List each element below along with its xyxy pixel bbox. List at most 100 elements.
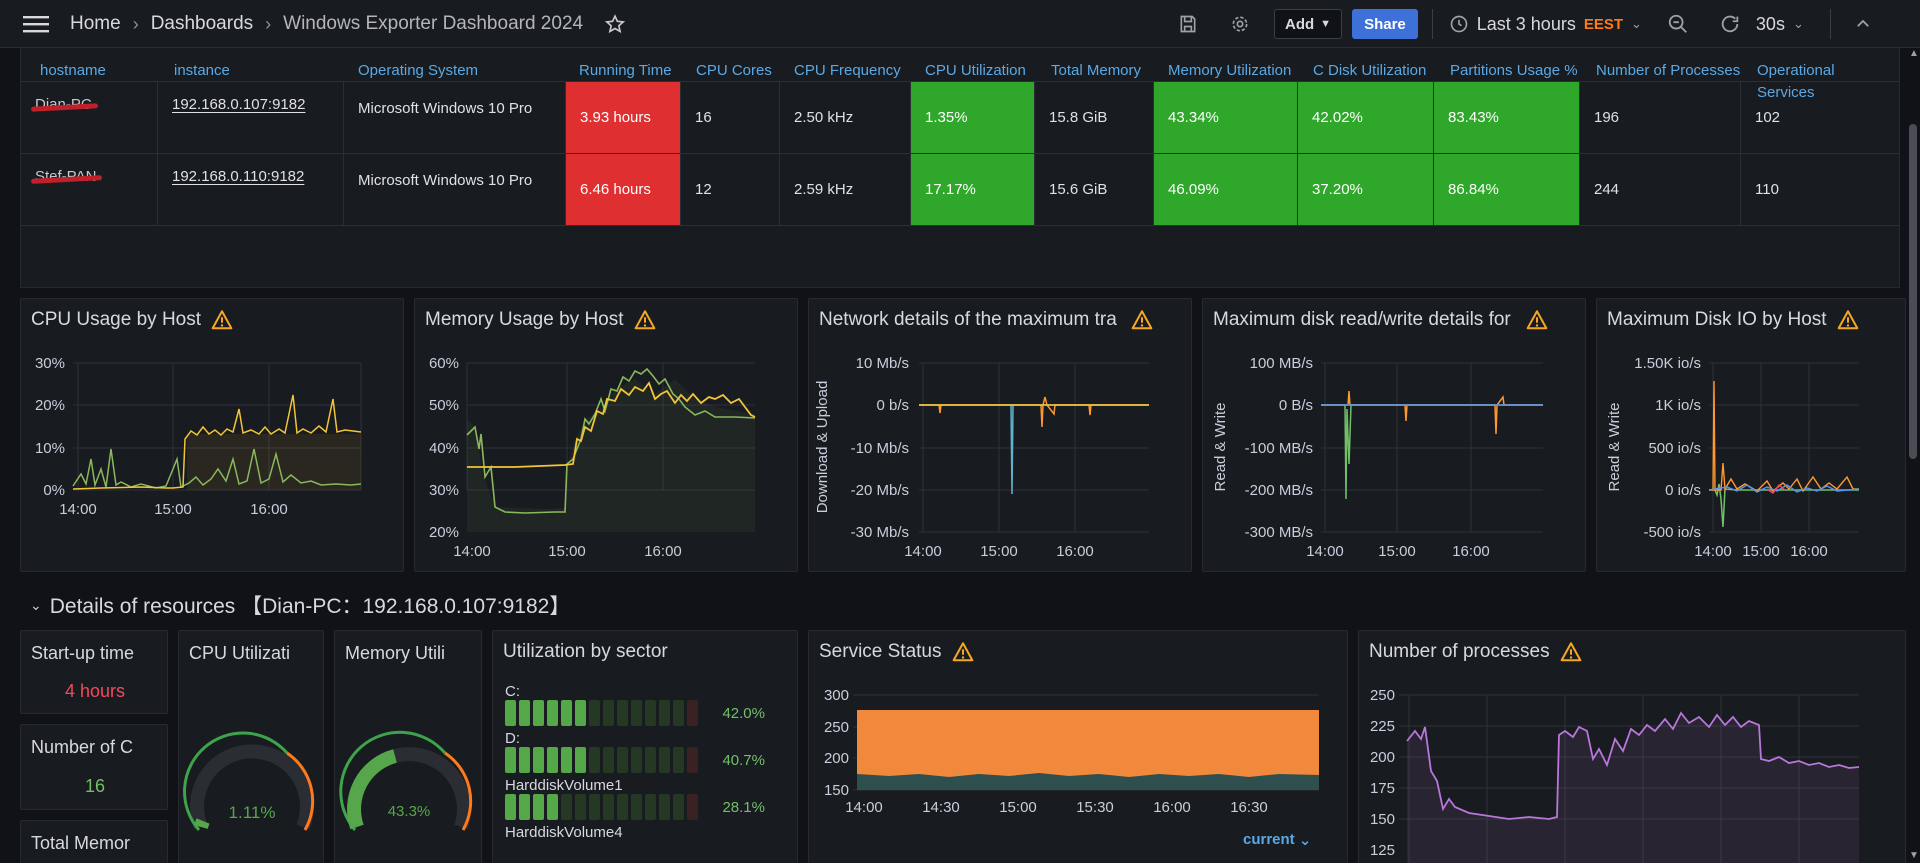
y-tick: 50% xyxy=(429,397,459,414)
bar-segment xyxy=(631,747,642,773)
bar-segment xyxy=(687,794,698,820)
chevron-up-icon[interactable] xyxy=(1845,6,1881,42)
panel-title-text: Maximum disk read/write details for xyxy=(1213,309,1511,330)
panel-title-text: Memory Usage by Host xyxy=(425,309,624,330)
sector-item: HarddiskVolume4 xyxy=(505,824,785,841)
stat-value: 16 xyxy=(84,776,106,796)
x-tick: 16:00 xyxy=(644,543,682,560)
table-cell: 1.35% xyxy=(910,82,1034,153)
scroll-up-arrow-icon[interactable]: ▲ xyxy=(1909,48,1919,59)
bar-segment xyxy=(631,794,642,820)
gauge-threshold-green xyxy=(183,731,289,831)
page-scrollbar[interactable]: ▲ ▼ xyxy=(1906,48,1920,863)
column-header[interactable]: hostname xyxy=(40,62,106,79)
y-tick: 30% xyxy=(429,482,459,499)
column-header[interactable]: instance xyxy=(174,62,230,79)
series-area-running xyxy=(857,773,1319,790)
column-header[interactable]: Operational Services xyxy=(1757,62,1835,101)
menu-icon[interactable] xyxy=(18,6,54,42)
y-tick: 20% xyxy=(429,524,459,541)
column-header[interactable]: Total Memory xyxy=(1051,62,1142,79)
panel-title[interactable]: Maximum Disk IO by Host xyxy=(1607,309,1859,331)
column-header[interactable]: CPU Frequency xyxy=(794,62,901,79)
gear-icon[interactable] xyxy=(1222,6,1258,42)
column-header[interactable]: Partitions Usage % xyxy=(1450,62,1578,79)
column-header[interactable]: CPU Utilization xyxy=(925,62,1026,79)
panel-title-text: Service Status xyxy=(819,641,942,662)
x-tick: 14:30 xyxy=(922,799,960,816)
sector-name: HarddiskVolume1 xyxy=(505,777,623,794)
table-cell: 12 xyxy=(680,154,779,225)
y-tick: 300 xyxy=(824,687,849,704)
service-status-panel: Service Status 300 250 200 150 14:00 14:… xyxy=(808,630,1348,863)
sector-list: C: 42.0% D: 40.7% HarddiskVolume1 28.1% Harddi… xyxy=(505,683,785,845)
panel-title: CPU Utilizati xyxy=(189,643,291,663)
panel-title[interactable]: CPU Usage by Host xyxy=(31,309,233,331)
panel-title: Utilization by sector xyxy=(503,641,668,662)
bar-segment xyxy=(519,747,530,773)
panel-title[interactable]: Service Status xyxy=(819,641,974,663)
series-line-stef-pan xyxy=(72,448,362,489)
instance-link[interactable]: 192.168.0.110:9182 xyxy=(157,154,343,225)
column-header[interactable]: C Disk Utilization xyxy=(1313,62,1427,79)
panel-title[interactable]: Number of processes xyxy=(1369,641,1582,663)
sector-item: D: 40.7% xyxy=(505,730,785,773)
refresh-icon[interactable] xyxy=(1712,6,1748,42)
table-cell: 110 xyxy=(1740,154,1899,225)
table-cell: Stef-PAN xyxy=(21,154,157,225)
y-tick: 225 xyxy=(1370,718,1395,735)
legend-sort-toggle[interactable]: current ⌄ xyxy=(1243,831,1311,849)
star-icon[interactable] xyxy=(597,6,633,42)
panel-title[interactable]: Memory Usage by Host xyxy=(425,309,656,331)
breadcrumb-home[interactable]: Home xyxy=(70,13,121,34)
panel-title[interactable]: Network details of the maximum tra xyxy=(819,309,1153,331)
column-header[interactable]: Memory Utilization xyxy=(1168,62,1292,79)
table-cell: Microsoft Windows 10 Pro xyxy=(343,82,565,153)
y-tick: 1.50K io/s xyxy=(1634,355,1701,372)
add-button[interactable]: Add ▼ xyxy=(1274,9,1343,39)
column-header[interactable]: Operating System xyxy=(358,62,479,79)
memory-gauge-panel: Memory Utili 43.3% xyxy=(334,630,482,863)
chevron-right-icon: › xyxy=(132,13,139,34)
bar-segment xyxy=(673,700,684,726)
breadcrumb-dashboards[interactable]: Dashboards xyxy=(150,13,254,34)
chevron-down-icon: ▼ xyxy=(1320,18,1332,30)
refresh-interval-picker[interactable]: 30s ⌄ xyxy=(1756,14,1804,35)
gauge-threshold-orange xyxy=(444,751,473,831)
gauge-track xyxy=(190,744,314,830)
bar-segment xyxy=(645,794,656,820)
bar-segment xyxy=(603,794,614,820)
panel-title[interactable]: Maximum disk read/write details for xyxy=(1213,309,1548,331)
scrollbar-thumb[interactable] xyxy=(1909,124,1917,459)
share-button[interactable]: Share xyxy=(1352,9,1418,39)
y-tick: 0 io/s xyxy=(1665,482,1701,499)
bar-segment xyxy=(659,747,670,773)
column-header[interactable]: Number of Processes xyxy=(1596,62,1741,79)
divider xyxy=(1431,9,1433,39)
bar-segment xyxy=(575,747,586,773)
x-tick: 14:00 xyxy=(845,799,883,816)
column-header[interactable]: Running Time xyxy=(579,62,672,79)
x-tick: 14:00 xyxy=(59,501,97,518)
memory-usage-chart: 60% 50% 40% 30% 20% 14:00 15:00 16:00 xyxy=(429,355,756,560)
timezone-badge: EEST xyxy=(1583,15,1624,33)
bar-segment xyxy=(547,700,558,726)
table-cell: 42.02% xyxy=(1297,82,1433,153)
scroll-down-arrow-icon[interactable]: ▼ xyxy=(1909,850,1919,861)
table-cell: Microsoft Windows 10 Pro xyxy=(343,154,565,225)
y-tick: -20 Mb/s xyxy=(851,482,909,499)
y-tick: 60% xyxy=(429,355,459,372)
table-cell: 6.46 hours xyxy=(565,154,680,225)
table-cell: 17.17% xyxy=(910,154,1034,225)
gauge-value-arc xyxy=(194,818,210,829)
column-header[interactable]: CPU Cores xyxy=(696,62,772,79)
zoom-out-icon[interactable] xyxy=(1660,6,1696,42)
bar-segment xyxy=(561,794,572,820)
series-line-download xyxy=(919,404,1149,495)
section-header[interactable]: ⌄ Details of resources 【Dian-PC：192.168.… xyxy=(30,590,570,620)
save-icon[interactable] xyxy=(1170,6,1206,42)
time-picker[interactable]: Last 3 hours EEST ⌄ xyxy=(1449,14,1642,35)
table-cell: 196 xyxy=(1579,82,1740,153)
instance-link[interactable]: 192.168.0.107:9182 xyxy=(157,82,343,153)
series-line-read xyxy=(1321,404,1543,500)
